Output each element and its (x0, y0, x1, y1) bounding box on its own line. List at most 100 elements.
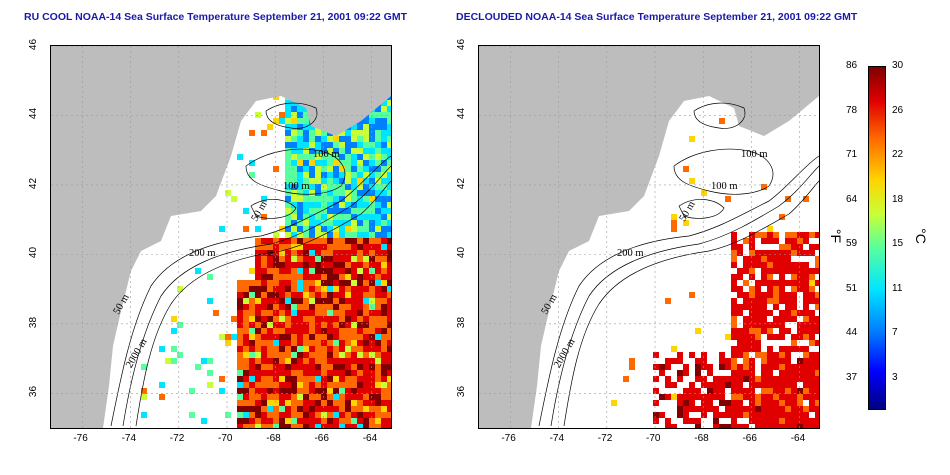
sst-pixel (749, 292, 755, 298)
sst-pixel (279, 406, 285, 412)
sst-pixel (689, 394, 695, 400)
sst-pixel (755, 412, 761, 418)
sst-pixel (755, 316, 761, 322)
colorbar-celsius-label: 18 (892, 193, 904, 205)
sst-pixel (773, 418, 779, 424)
sst-pixel (659, 412, 665, 418)
sst-pixel (243, 304, 249, 310)
sst-pixel (791, 346, 797, 352)
sst-pixel (381, 412, 387, 418)
sst-pixel (363, 322, 369, 328)
sst-pixel (309, 208, 315, 214)
colorbar-fahrenheit-label: 59 (846, 238, 858, 250)
sst-pixel (375, 394, 381, 400)
title-left: RU COOL NOAA-14 Sea Surface Temperature … (24, 11, 408, 23)
sst-pixel (285, 148, 291, 154)
sst-pixel (333, 142, 339, 148)
sst-pixel (683, 388, 689, 394)
sst-pixel (339, 256, 345, 262)
sst-pixel (285, 172, 291, 178)
sst-pixel (351, 394, 357, 400)
sst-pixel (779, 424, 785, 428)
sst-pixel (755, 232, 761, 238)
sst-pixel (345, 244, 351, 250)
sst-pixel (743, 268, 749, 274)
sst-pixel (375, 400, 381, 406)
sst-pixel (339, 370, 345, 376)
sst-pixel (809, 244, 815, 250)
sst-pixel (713, 424, 719, 428)
sst-pixel (767, 376, 773, 382)
sst-pixel (285, 118, 291, 124)
sst-pixel (809, 268, 815, 274)
sst-pixel (375, 226, 381, 232)
sst-pixel (321, 148, 327, 154)
sst-pixel (333, 208, 339, 214)
sst-pixel (327, 280, 333, 286)
sst-pixel (381, 130, 387, 136)
sst-pixel (333, 310, 339, 316)
colorbar-fahrenheit-label: 37 (846, 372, 858, 383)
sst-pixel (701, 352, 707, 358)
sst-pixel (351, 160, 357, 166)
sst-pixel (803, 298, 809, 304)
sst-pixel (363, 136, 369, 142)
sst-pixel (315, 208, 321, 214)
sst-pixel (755, 346, 761, 352)
sst-pixel (321, 268, 327, 274)
sst-pixel (749, 358, 755, 364)
sst-pixel (345, 196, 351, 202)
sst-pixel (285, 400, 291, 406)
sst-pixel (737, 412, 743, 418)
sst-pixel (345, 364, 351, 370)
sst-pixel (369, 142, 375, 148)
y-tick-label: 38 (28, 316, 40, 328)
sst-pixel (803, 382, 809, 388)
sst-pixel (743, 304, 749, 310)
sst-pixel (309, 142, 315, 148)
sst-pixel (369, 322, 375, 328)
sst-pixel (339, 358, 345, 364)
sst-pixel (749, 310, 755, 316)
sst-pixel (749, 232, 755, 238)
sst-pixel (273, 244, 279, 250)
sst-pixel (779, 412, 785, 418)
sst-pixel (755, 376, 761, 382)
sst-pixel (237, 394, 243, 400)
sst-pixel (279, 424, 285, 428)
sst-pixel (249, 424, 255, 428)
sst-pixel (737, 352, 743, 358)
sst-pixel (345, 172, 351, 178)
sst-pixel (345, 178, 351, 184)
sst-pixel (297, 220, 303, 226)
sst-pixel (381, 352, 387, 358)
sst-pixel (351, 310, 357, 316)
sst-pixel (785, 370, 791, 376)
sst-pixel (767, 226, 773, 232)
sst-pixel (345, 316, 351, 322)
sst-pixel (381, 118, 387, 124)
sst-pixel (809, 400, 815, 406)
sst-pixel (731, 256, 737, 262)
sst-pixel (285, 316, 291, 322)
sst-pixel (791, 388, 797, 394)
sst-pixel (779, 280, 785, 286)
sst-pixel (309, 274, 315, 280)
sst-pixel (321, 304, 327, 310)
sst-pixel (737, 340, 743, 346)
sst-pixel (327, 382, 333, 388)
sst-pixel (387, 424, 391, 428)
sst-pixel (387, 406, 391, 412)
sst-pixel (357, 400, 363, 406)
x-tick-label: -66 (742, 433, 757, 444)
sst-pixel (665, 382, 671, 388)
sst-pixel (267, 244, 273, 250)
sst-pixel (321, 274, 327, 280)
sst-pixel (303, 352, 309, 358)
sst-pixel (387, 124, 391, 130)
sst-pixel (327, 424, 333, 428)
sst-pixel (381, 328, 387, 334)
sst-pixel (315, 184, 321, 190)
sst-pixel (689, 352, 695, 358)
sst-pixel (303, 334, 309, 340)
